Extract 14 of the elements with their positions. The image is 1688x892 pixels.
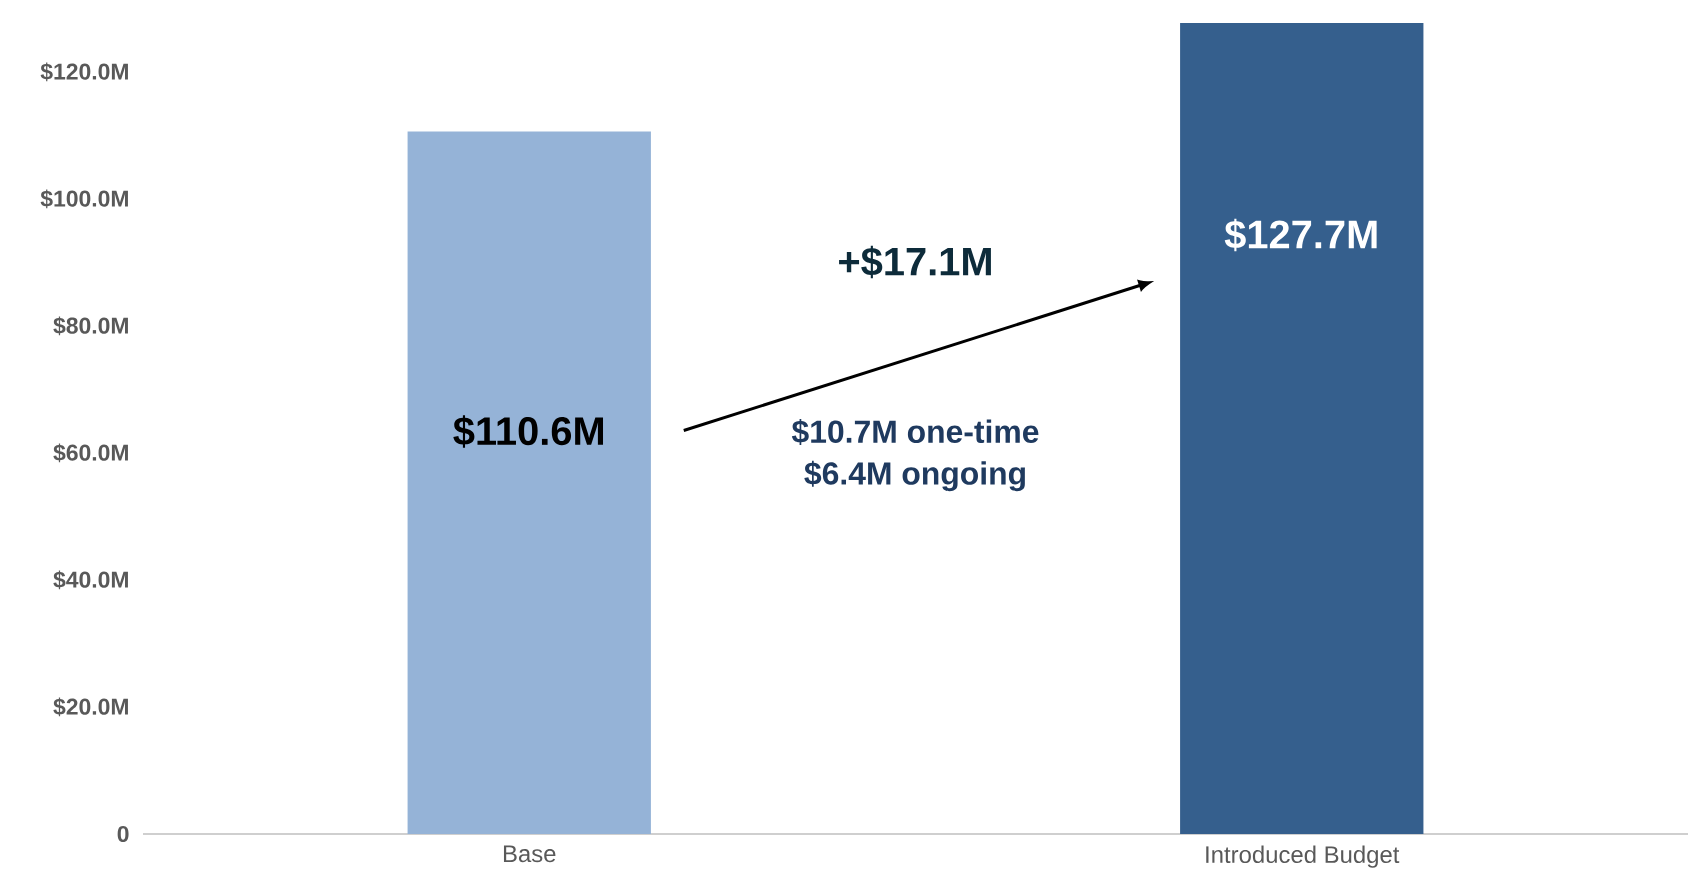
y-tick-label: $20.0M — [53, 697, 128, 717]
data-label: $127.7M — [1224, 218, 1377, 252]
x-tick-label: Introduced Budget — [1206, 845, 1400, 868]
x-tick-label: Base — [503, 845, 556, 863]
y-tick-label: $60.0M — [53, 443, 128, 463]
y-tick-label: $40.0M — [53, 570, 128, 590]
data-label: $110.6M — [453, 415, 604, 448]
y-tick-label: $100.0M — [40, 189, 128, 209]
annotation: +$17.1M — [839, 245, 991, 279]
y-tick-label: $120.0M — [40, 62, 128, 82]
y-tick-label: $80.0M — [53, 316, 128, 336]
annotation: $10.7M one-time — [791, 418, 1039, 445]
annotation: $6.4M ongoing — [804, 460, 1025, 492]
y-tick-label: 0 — [117, 825, 129, 843]
